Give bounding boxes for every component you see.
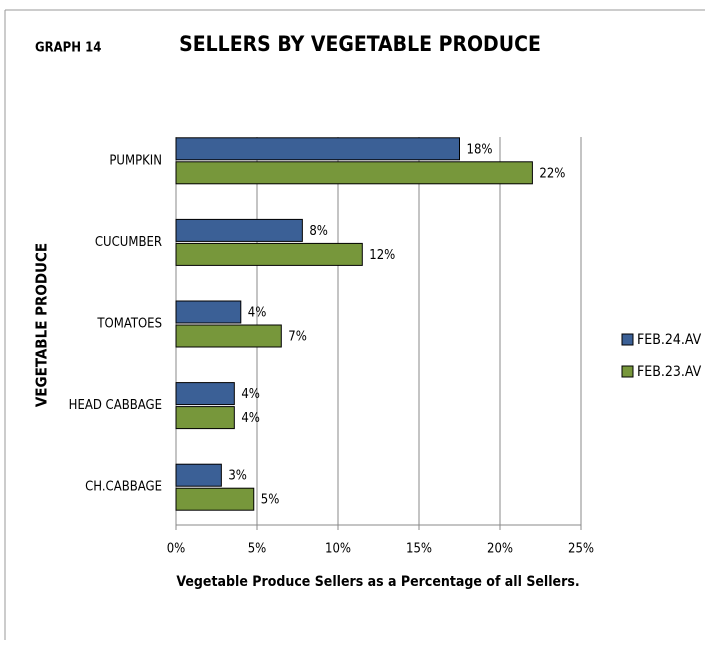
bar [175,161,533,185]
value-label: 22% [539,166,565,181]
bar [175,324,282,348]
bar [175,382,235,406]
value-label: 18% [467,142,493,157]
value-label: 12% [369,248,395,263]
value-label: 3% [228,469,247,484]
value-label: 4% [241,387,260,402]
x-tick-label: 25% [568,542,594,557]
legend-label: FEB.24.AV [637,332,702,348]
value-label: 5% [261,493,280,508]
bar [175,242,363,266]
x-tick-label: 5% [248,542,267,557]
value-label: 8% [309,224,328,239]
x-tick-label: 10% [325,542,351,557]
bar [175,218,303,242]
value-label: 4% [241,411,260,426]
legend-swatch [621,365,634,378]
y-axis-label: VEGETABLE PRODUCE [33,243,51,407]
x-axis-label: Vegetable Produce Sellers as a Percentag… [176,574,579,590]
chart-title: SELLERS BY VEGETABLE PRODUCE [179,32,541,56]
bar [175,406,235,430]
x-tick-label: 15% [406,542,432,557]
graph-label: GRAPH 14 [35,41,101,56]
y-tick-label: PUMPKIN [109,153,162,168]
x-tick-label: 20% [487,542,513,557]
bar [175,137,460,161]
legend-label: FEB.23.AV [637,364,702,380]
legend-swatch [621,333,634,346]
y-tick-label: HEAD CABBAGE [69,398,162,413]
value-label: 4% [248,306,267,321]
y-tick-label: CUCUMBER [95,235,162,250]
bar [175,487,255,511]
y-tick-label: TOMATOES [96,317,162,332]
bar [175,300,242,324]
x-tick-label: 0% [167,542,186,557]
value-label: 7% [288,330,307,345]
bar [175,463,222,487]
y-tick-label: CH.CABBAGE [85,480,162,495]
